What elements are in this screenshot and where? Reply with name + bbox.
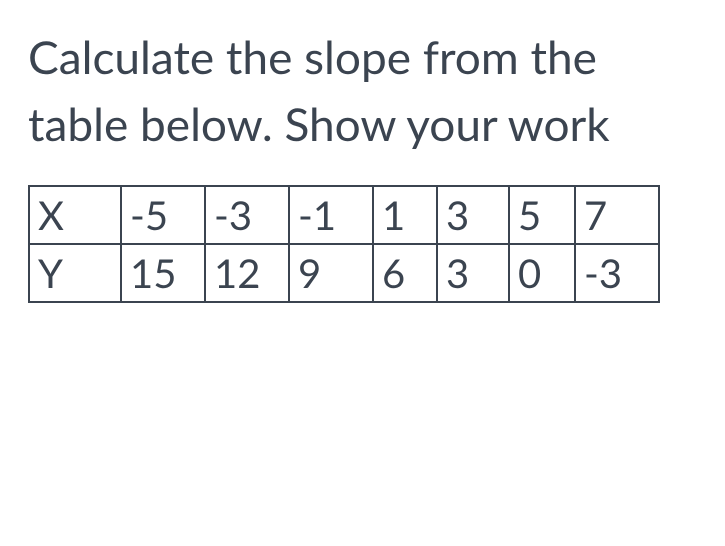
table-cell: 15 [121,244,205,302]
table-cell: Y [29,244,121,302]
table-cell: -1 [289,186,373,244]
table-cell: X [29,186,121,244]
table-row: X-5-3-11357 [29,186,659,244]
table-cell: -3 [575,244,659,302]
question-prompt: Calculate the slope from the table below… [28,24,697,157]
table-row: Y15129630-3 [29,244,659,302]
table-cell: 3 [437,186,509,244]
table-body: X-5-3-11357Y15129630-3 [29,186,659,302]
table-cell: 6 [373,244,437,302]
table-cell: 7 [575,186,659,244]
table-cell: 3 [437,244,509,302]
table-cell: 0 [509,244,575,302]
table-cell: 9 [289,244,373,302]
table-cell: 12 [205,244,289,302]
table-cell: 1 [373,186,437,244]
table-cell: 5 [509,186,575,244]
table-cell: -3 [205,186,289,244]
xy-data-table: X-5-3-11357Y15129630-3 [28,185,660,303]
table-cell: -5 [121,186,205,244]
question-text: Calculate the slope from the table below… [28,29,610,151]
